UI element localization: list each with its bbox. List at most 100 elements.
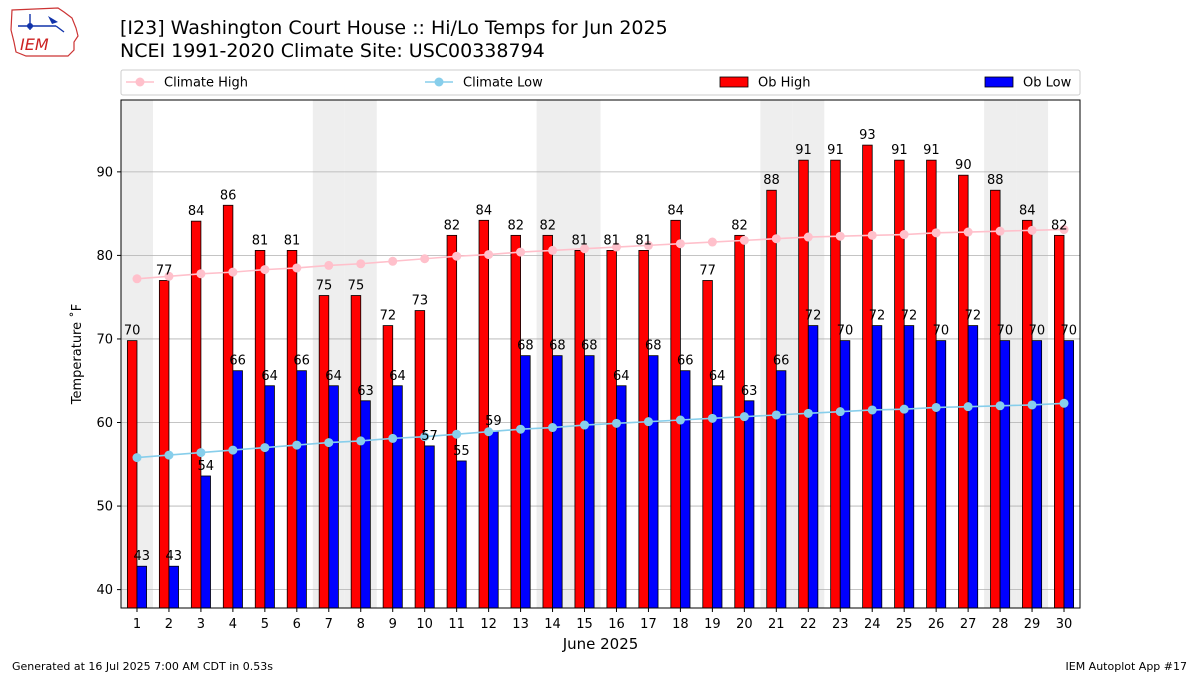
ob-high-bar: [670, 219, 681, 609]
x-tick-label: 23: [832, 617, 849, 632]
climate-point: [228, 445, 238, 455]
x-tick-label: 16: [608, 617, 625, 632]
y-tick-label: 50: [96, 500, 113, 515]
climate-point: [356, 259, 366, 269]
legend-label: Climate Low: [463, 76, 543, 91]
climate-point: [260, 265, 270, 275]
legend-marker: [434, 77, 444, 87]
ob-high-bar: [734, 234, 745, 609]
x-tick-label: 21: [768, 617, 785, 632]
y-axis: 40 50 60 70 80 90: [96, 165, 121, 598]
ob-low-label: 59: [485, 414, 502, 429]
ob-low-bar: [264, 385, 275, 609]
climate-point: [675, 415, 685, 425]
ob-low-bar: [775, 370, 787, 609]
climate-point: [388, 256, 398, 266]
app-id: IEM Autoplot App #17: [1065, 660, 1188, 673]
ob-low-bar: [648, 355, 659, 609]
climate-point: [548, 245, 558, 255]
ob-low-label: 70: [997, 324, 1014, 339]
ob-low-bar: [839, 340, 851, 609]
climate-point: [707, 237, 717, 247]
chart-subtitle: NCEI 1991-2020 Climate Site: USC00338794: [120, 40, 545, 62]
legend: Climate High Climate Low Ob High Ob Low: [120, 69, 1081, 96]
climate-point: [484, 427, 494, 437]
ob-low-bar: [456, 460, 467, 609]
ob-high-label: 84: [667, 203, 684, 218]
plot-frame: [120, 99, 1081, 609]
ob-low-bar: [200, 475, 211, 609]
climate-point: [643, 240, 653, 250]
ob-high-label: 77: [156, 263, 173, 278]
x-tick-label: 27: [960, 617, 977, 632]
x-tick-label: 25: [896, 617, 913, 632]
ob-high-label: 81: [252, 233, 269, 248]
ob-low-bar: [424, 445, 435, 609]
ob-low-label: 68: [645, 339, 662, 354]
ob-low-label: 63: [741, 384, 758, 399]
x-tick-label: 26: [928, 617, 945, 632]
y-tick-label: 60: [96, 416, 113, 431]
x-axis: 1 2 3 4 5 6 7 8 9 10 11 12 13 14 15 16 17 18 19 20 21 22 23 24 2…: [133, 608, 1072, 632]
ob-high-bar: [606, 249, 617, 609]
ob-high-label: 90: [955, 158, 972, 173]
ob-low-label: 68: [517, 339, 534, 354]
ob-low-bar: [168, 565, 179, 609]
climate-point: [196, 269, 206, 279]
climate-point: [995, 226, 1005, 236]
ob-high-bar: [318, 295, 330, 609]
climate-point: [771, 410, 781, 420]
y-tick-label: 70: [96, 332, 113, 347]
x-tick-label: 9: [389, 617, 397, 632]
x-tick-label: 12: [480, 617, 497, 632]
climate-point: [995, 401, 1005, 411]
ob-low-label: 72: [805, 309, 822, 324]
climate-point: [611, 418, 621, 428]
data-labels: 70 43 77 43 84 54 86 66 81 64 81 66 75 64 75 63 72 64 73 57…: [124, 128, 1077, 564]
ob-low-bar: [903, 325, 915, 609]
legend-label: Ob High: [758, 76, 811, 91]
climate-point: [739, 235, 749, 245]
ob-high-label: 82: [444, 218, 461, 233]
ob-low-label: 64: [709, 369, 726, 384]
ob-high-label: 91: [891, 143, 908, 158]
x-tick-label: 6: [293, 617, 301, 632]
x-tick-label: 8: [357, 617, 365, 632]
y-tick-label: 40: [96, 583, 113, 598]
ob-low-label: 54: [197, 459, 214, 474]
ob-high-bar: [222, 204, 234, 609]
y-axis-label: Temperature ˚F: [69, 304, 85, 405]
legend-label: Climate High: [164, 76, 248, 91]
ob-low-label: 64: [613, 369, 630, 384]
climate-point: [356, 436, 366, 446]
ob-high-label: 84: [476, 203, 493, 218]
ob-high-bar: [254, 249, 266, 609]
x-tick-label: 1: [133, 617, 141, 632]
ob-high-label: 91: [827, 143, 844, 158]
ob-high-label: 82: [539, 218, 556, 233]
climate-line: [136, 402, 1065, 459]
ob-high-bar: [542, 234, 553, 609]
ob-high-bar: [350, 295, 362, 609]
ob-low-label: 63: [357, 384, 374, 399]
x-tick-label: 13: [512, 617, 529, 632]
ob-low-label: 70: [933, 324, 950, 339]
ob-low-label: 43: [134, 549, 151, 564]
climate-point: [835, 231, 845, 241]
climate-point: [1027, 225, 1037, 235]
ob-low-label: 70: [837, 324, 854, 339]
ob-high-label: 84: [1019, 203, 1036, 218]
climate-point: [228, 267, 238, 277]
ob-low-label: 64: [325, 369, 342, 384]
x-tick-label: 4: [229, 617, 237, 632]
ob-high-label: 91: [923, 143, 940, 158]
ob-high-label: 88: [763, 173, 780, 188]
ob-high-bar: [190, 220, 202, 609]
ob-high-bar: [926, 159, 937, 609]
y-tick-label: 80: [96, 249, 113, 264]
x-tick-label: 19: [704, 617, 721, 632]
ob-high-bar: [894, 159, 905, 609]
climate-lines: [132, 225, 1069, 463]
climate-point: [580, 420, 590, 430]
ob-high-bar: [830, 159, 841, 609]
